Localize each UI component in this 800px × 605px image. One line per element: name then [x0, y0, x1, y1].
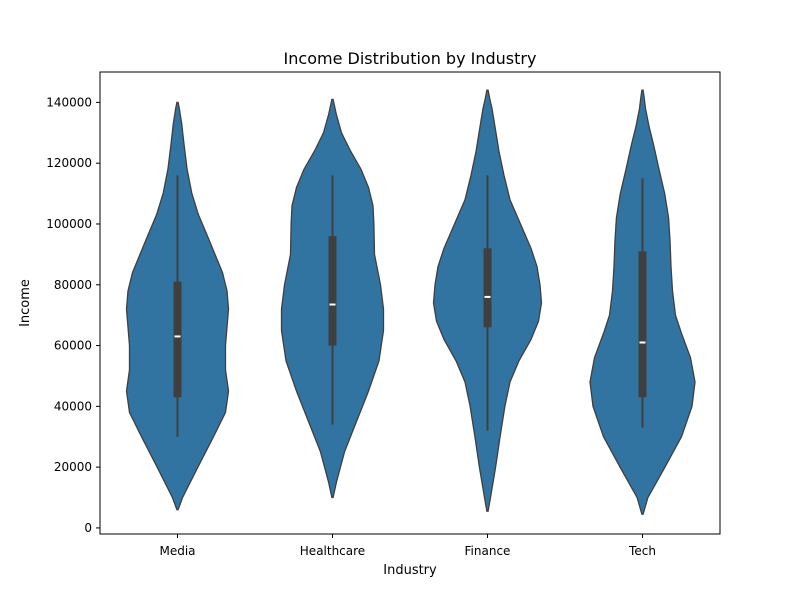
y-tick-label: 140000	[46, 95, 92, 109]
y-axis: 0 20000 40000 60000 80000 100000 120000 140000	[46, 95, 100, 535]
y-tick-label: 60000	[54, 339, 92, 353]
y-tick-label: 100000	[46, 217, 92, 231]
x-axis: Media Healthcare Finance Tech	[159, 534, 656, 558]
iqr-box-finance	[483, 248, 492, 328]
chart-title: Income Distribution by Industry	[284, 49, 537, 68]
iqr-box-tech	[638, 251, 647, 398]
x-tick-label-media: Media	[159, 544, 195, 558]
plot-frame	[99, 71, 721, 535]
y-tick-label: 0	[84, 521, 92, 535]
y-tick-label: 20000	[54, 460, 92, 474]
y-tick-label: 120000	[46, 156, 92, 170]
y-tick-label: 40000	[54, 399, 92, 413]
x-tick-label-tech: Tech	[628, 544, 656, 558]
iqr-box-media	[173, 281, 182, 398]
box-group	[173, 175, 647, 437]
x-tick-label-healthcare: Healthcare	[300, 544, 365, 558]
x-axis-label: Industry	[383, 563, 437, 578]
y-axis-label: Income	[18, 279, 33, 327]
x-tick-label-finance: Finance	[465, 544, 511, 558]
y-tick-label: 80000	[54, 278, 92, 292]
iqr-box-healthcare	[328, 236, 337, 346]
violins-group	[125, 89, 696, 515]
